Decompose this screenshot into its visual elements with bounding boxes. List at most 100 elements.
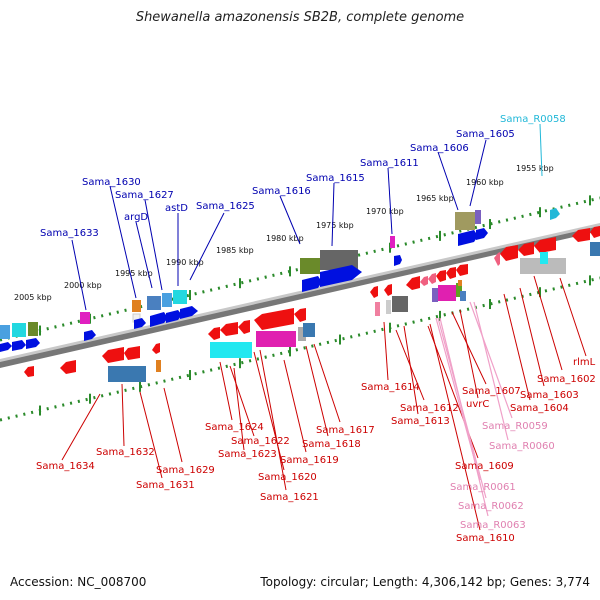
gene-arrow	[406, 276, 420, 290]
label-sama-1619: Sama_1619	[280, 455, 339, 466]
label-sama-r0060: Sama_R0060	[489, 441, 555, 452]
gene-arrow	[446, 267, 456, 279]
gene-box	[458, 280, 462, 286]
gene-box	[12, 323, 26, 337]
gene-arrow	[102, 347, 124, 363]
gene-box	[540, 252, 548, 264]
label-sama-1615: Sama_1615	[306, 173, 365, 184]
gene-box	[147, 296, 161, 310]
label-sama-1624: Sama_1624	[205, 422, 264, 433]
gene-arrow	[590, 226, 600, 238]
gene-arrow	[294, 308, 306, 322]
gene-arrow	[500, 245, 518, 261]
gene-arrow	[436, 270, 446, 282]
gene-box	[162, 293, 172, 307]
tick-label-1955: 1955 kbp	[516, 164, 554, 173]
gene-arrow	[320, 265, 362, 287]
label-argD: argD	[124, 212, 148, 223]
label-uvrC: uvrC	[466, 399, 489, 410]
gene-arrow	[254, 308, 294, 330]
scale-line-bottom	[0, 276, 600, 422]
gene-box	[80, 312, 90, 324]
gene-arrow	[494, 252, 500, 266]
gene-box	[256, 331, 296, 347]
reverse-strand-genes	[24, 226, 600, 382]
genome-backbone	[0, 223, 600, 368]
gene-box	[455, 212, 475, 230]
gene-box	[300, 258, 320, 274]
label-rlmL: rlmL	[573, 357, 596, 368]
gene-arrow	[458, 230, 478, 246]
gene-box	[456, 283, 462, 297]
gene-box	[298, 327, 306, 341]
gene-arrow	[24, 366, 34, 377]
gene-box	[520, 258, 566, 274]
gene-arrow	[420, 276, 428, 286]
gene-arrow	[518, 242, 534, 256]
accession-text: Accession: NC_008700	[10, 575, 147, 589]
tick-label-1985: 1985 kbp	[216, 246, 254, 255]
map-title: Shewanella amazonensis SB2B, complete ge…	[135, 10, 465, 25]
gene-box	[590, 242, 600, 256]
major-ticks	[39, 195, 591, 416]
label-sama-1610: Sama_1610	[456, 533, 515, 544]
gene-arrow	[124, 346, 140, 360]
gene-arrow	[302, 276, 322, 292]
gene-box	[432, 288, 438, 302]
label-sama-1602: Sama_1602	[537, 374, 596, 385]
leader-lines-pink	[435, 301, 513, 517]
tick-label-1965: 1965 kbp	[416, 194, 454, 203]
scale-tick-labels: 2005 kbp 2000 kbp 1995 kbp 1990 kbp 1985…	[14, 164, 554, 302]
gene-box	[386, 300, 391, 314]
label-sama-1625: Sama_1625	[196, 201, 255, 212]
gene-box	[28, 322, 38, 336]
gene-arrow	[534, 237, 556, 253]
label-sama-1622: Sama_1622	[231, 436, 290, 447]
label-sama-1633: Sama_1633	[40, 228, 99, 239]
gene-arrow	[476, 228, 488, 240]
label-sama-1604: Sama_1604	[510, 403, 569, 414]
gene-arrow	[238, 320, 250, 334]
label-sama-1617: Sama_1617	[316, 425, 375, 436]
gene-arrow	[134, 318, 146, 329]
tick-label-1980: 1980 kbp	[266, 234, 304, 243]
gene-box	[392, 296, 408, 312]
label-sama-r0062: Sama_R0062	[458, 501, 524, 512]
label-sama-1630: Sama_1630	[82, 177, 141, 188]
tick-label-2005: 2005 kbp	[14, 293, 52, 302]
label-sama-1605: Sama_1605	[456, 129, 515, 140]
gene-arrow	[550, 208, 560, 220]
gene-box	[460, 291, 466, 301]
gene-arrow	[150, 312, 168, 327]
topology-text: Topology: circular; Length: 4,306,142 bp…	[260, 575, 590, 589]
tick-label-1960: 1960 kbp	[466, 178, 504, 187]
gene-arrow	[384, 284, 392, 296]
label-sama-1614: Sama_1614	[361, 382, 420, 393]
gene-arrow	[166, 310, 182, 323]
label-sama-1612: Sama_1612	[400, 403, 459, 414]
leader-lines-top	[71, 139, 487, 311]
leader-lines-bottom	[61, 275, 587, 531]
gene-box	[475, 210, 481, 224]
gene-box	[390, 236, 395, 248]
label-sama-1603: Sama_1603	[520, 390, 579, 401]
label-sama-r0058: Sama_R0058	[500, 114, 566, 125]
label-sama-r0061: Sama_R0061	[450, 482, 516, 493]
label-sama-1634: Sama_1634	[36, 461, 95, 472]
gene-arrow	[12, 340, 26, 351]
gene-box	[320, 250, 358, 270]
tick-label-1975: 1975 kbp	[316, 221, 354, 230]
gene-arrow	[220, 322, 238, 336]
gene-box	[375, 302, 380, 316]
gene-box	[132, 300, 141, 312]
label-sama-1621: Sama_1621	[260, 492, 319, 503]
label-sama-1627: Sama_1627	[115, 190, 174, 201]
label-sama-1607: Sama_1607	[462, 386, 521, 397]
gene-box	[108, 366, 146, 382]
gene-box	[173, 290, 187, 304]
feature-labels-top: Sama_1633 Sama_1630 Sama_1627 argD astD …	[40, 129, 515, 239]
label-sama-1609: Sama_1609	[455, 461, 514, 472]
label-sama-1623: Sama_1623	[218, 449, 277, 460]
gene-box	[0, 325, 10, 339]
tick-label-1970: 1970 kbp	[366, 207, 404, 216]
